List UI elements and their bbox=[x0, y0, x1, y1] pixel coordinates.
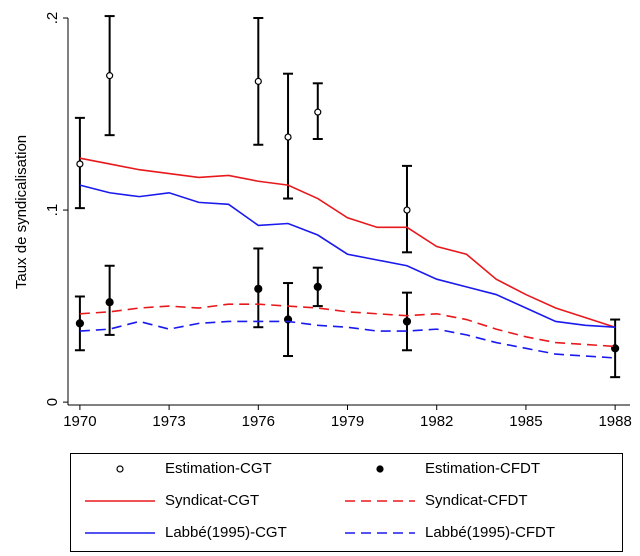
line bbox=[79, 320, 616, 359]
point bbox=[284, 133, 292, 141]
legend-label: Syndicat-CGT bbox=[165, 492, 259, 509]
point bbox=[254, 77, 262, 85]
point bbox=[314, 108, 322, 116]
y-tick-label: .1 bbox=[44, 204, 61, 217]
y-tick-label: .2 bbox=[44, 12, 61, 25]
x-tick-label: 1973 bbox=[152, 413, 185, 430]
point bbox=[106, 72, 114, 80]
point bbox=[75, 319, 84, 328]
legend-label: Estimation-CGT bbox=[165, 460, 272, 477]
x-tick-label: 1970 bbox=[63, 413, 96, 430]
line bbox=[79, 184, 616, 329]
point bbox=[403, 206, 411, 214]
legend-box bbox=[70, 453, 623, 552]
line bbox=[79, 303, 616, 348]
x-tick-label: 1979 bbox=[331, 413, 364, 430]
legend-marker bbox=[376, 465, 384, 473]
x-tick-label: 1982 bbox=[420, 413, 453, 430]
x-tick-label: 1985 bbox=[509, 413, 542, 430]
legend-label: Labbé(1995)-CGT bbox=[165, 524, 287, 541]
y-axis-title: Taux de syndicalisation bbox=[13, 135, 30, 289]
point bbox=[105, 298, 114, 307]
point bbox=[76, 160, 84, 168]
x-tick-label: 1976 bbox=[242, 413, 275, 430]
point bbox=[254, 284, 263, 293]
legend-label: Syndicat-CFDT bbox=[425, 492, 528, 509]
x-tick-label: 1988 bbox=[598, 413, 631, 430]
point bbox=[611, 344, 620, 353]
y-tick-label: 0 bbox=[44, 398, 61, 406]
legend-label: Estimation-CFDT bbox=[425, 460, 540, 477]
point bbox=[313, 282, 322, 291]
point bbox=[402, 317, 412, 326]
legend-label: Labbé(1995)-CFDT bbox=[425, 524, 555, 541]
legend-marker bbox=[116, 465, 124, 473]
line bbox=[79, 157, 616, 328]
